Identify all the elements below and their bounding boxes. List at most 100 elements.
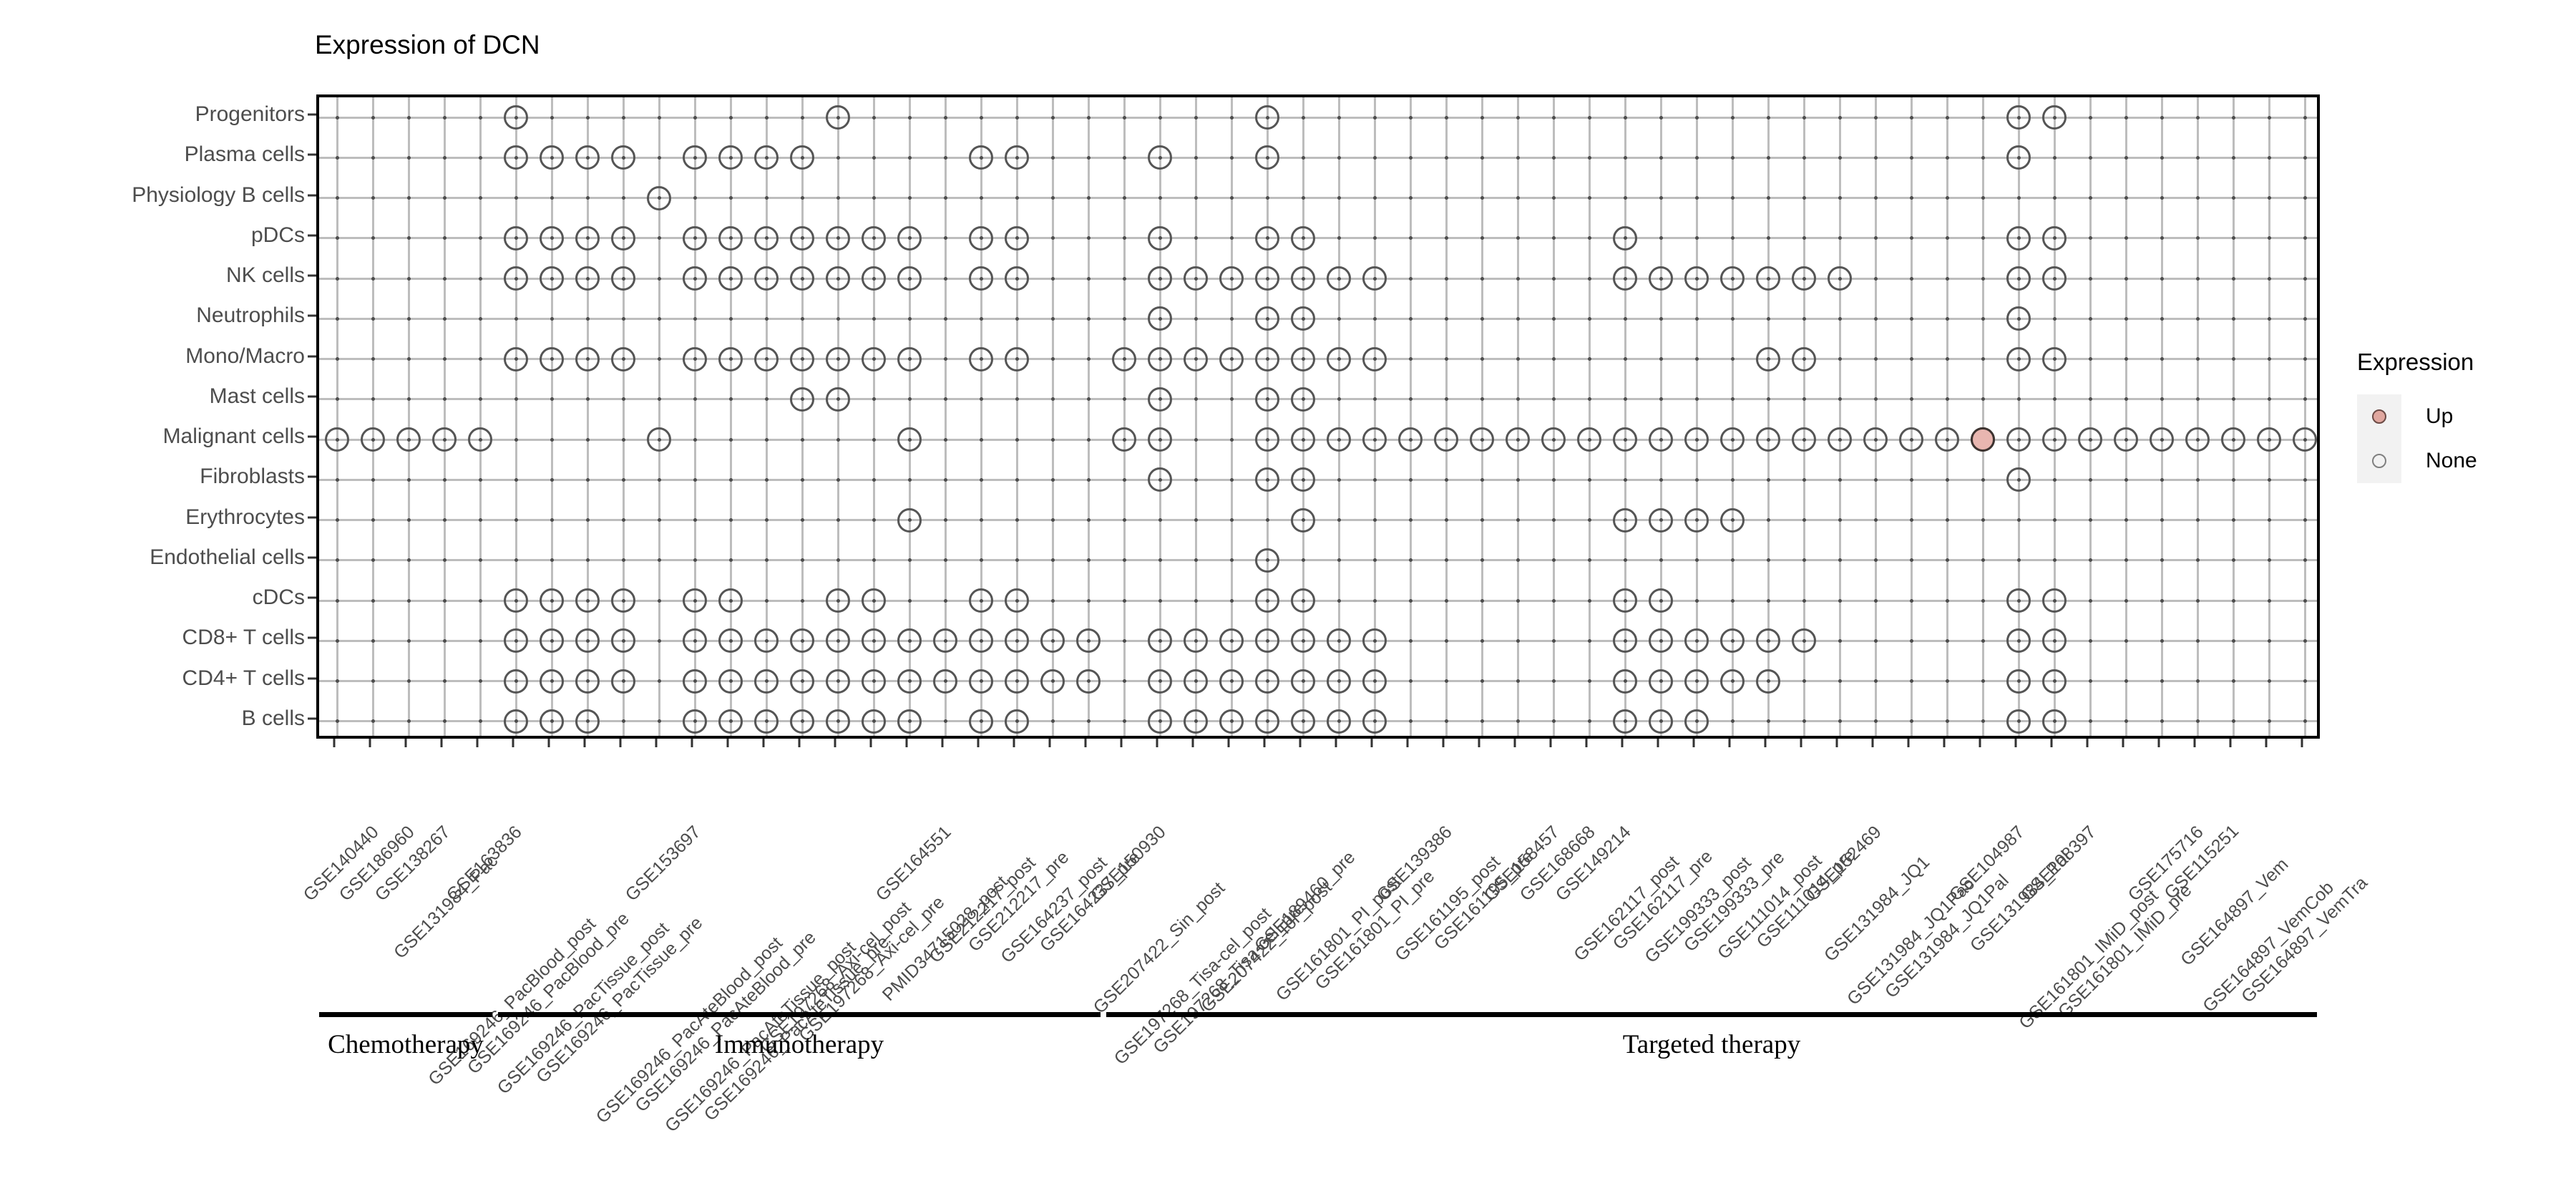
dot-none[interactable] [1255, 709, 1279, 734]
dot-none[interactable] [1184, 346, 1208, 371]
dot-none[interactable] [575, 225, 600, 251]
dot-none[interactable] [969, 225, 993, 251]
dot-none[interactable] [647, 427, 671, 452]
dot-none[interactable] [897, 346, 922, 371]
dot-none[interactable] [611, 588, 635, 613]
dot-none[interactable] [683, 225, 707, 251]
dot-none[interactable] [1255, 628, 1279, 653]
dot-none[interactable] [2042, 669, 2067, 694]
dot-none[interactable] [504, 145, 528, 170]
dot-none[interactable] [1541, 427, 1566, 452]
dot-none[interactable] [1327, 346, 1351, 371]
dot-none[interactable] [718, 628, 743, 653]
dot-none[interactable] [2114, 427, 2138, 452]
dot-none[interactable] [540, 709, 564, 734]
dot-none[interactable] [1577, 427, 1601, 452]
dot-none[interactable] [2006, 225, 2031, 251]
dot-none[interactable] [1756, 266, 1780, 291]
dot-none[interactable] [897, 669, 922, 694]
dot-none[interactable] [826, 225, 850, 251]
dot-none[interactable] [1255, 346, 1279, 371]
dot-none[interactable] [611, 145, 635, 170]
dot-none[interactable] [2221, 427, 2245, 452]
dot-none[interactable] [683, 628, 707, 653]
dot-none[interactable] [1148, 225, 1172, 251]
dot-none[interactable] [2042, 628, 2067, 653]
dot-none[interactable] [1649, 588, 1673, 613]
legend-item[interactable]: Up [2357, 394, 2477, 439]
dot-none[interactable] [1756, 346, 1780, 371]
dot-none[interactable] [2006, 427, 2031, 452]
dot-none[interactable] [2150, 427, 2174, 452]
dot-none[interactable] [2006, 709, 2031, 734]
dot-none[interactable] [683, 266, 707, 291]
dot-none[interactable] [1720, 266, 1745, 291]
dot-none[interactable] [1255, 225, 1279, 251]
dot-none[interactable] [1398, 427, 1423, 452]
dot-none[interactable] [718, 266, 743, 291]
dot-none[interactable] [2006, 306, 2031, 331]
dot-none[interactable] [1362, 266, 1387, 291]
dot-none[interactable] [683, 588, 707, 613]
dot-none[interactable] [1792, 427, 1816, 452]
dot-none[interactable] [2006, 588, 2031, 613]
dot-none[interactable] [540, 266, 564, 291]
dot-none[interactable] [1327, 669, 1351, 694]
dot-none[interactable] [897, 507, 922, 533]
dot-none[interactable] [1327, 427, 1351, 452]
dot-none[interactable] [1792, 628, 1816, 653]
dot-none[interactable] [540, 628, 564, 653]
dot-none[interactable] [1005, 266, 1029, 291]
dot-none[interactable] [1362, 346, 1387, 371]
dot-none[interactable] [1291, 346, 1315, 371]
dot-none[interactable] [1005, 709, 1029, 734]
dot-none[interactable] [540, 346, 564, 371]
dot-none[interactable] [2042, 427, 2067, 452]
dot-none[interactable] [1935, 427, 1959, 452]
dot-none[interactable] [1720, 628, 1745, 653]
dot-none[interactable] [540, 225, 564, 251]
dot-none[interactable] [790, 145, 814, 170]
dot-none[interactable] [826, 669, 850, 694]
dot-none[interactable] [1434, 427, 1458, 452]
dot-none[interactable] [2006, 669, 2031, 694]
dot-none[interactable] [1684, 628, 1709, 653]
dot-none[interactable] [1684, 669, 1709, 694]
dot-none[interactable] [1255, 427, 1279, 452]
dot-none[interactable] [1362, 427, 1387, 452]
dot-none[interactable] [1291, 427, 1315, 452]
dot-none[interactable] [718, 709, 743, 734]
dot-none[interactable] [826, 588, 850, 613]
dot-none[interactable] [897, 427, 922, 452]
dot-none[interactable] [1148, 709, 1172, 734]
dot-none[interactable] [575, 266, 600, 291]
dot-none[interactable] [1255, 387, 1279, 412]
dot-none[interactable] [790, 628, 814, 653]
dot-none[interactable] [790, 387, 814, 412]
dot-none[interactable] [2185, 427, 2210, 452]
dot-none[interactable] [1362, 709, 1387, 734]
dot-none[interactable] [1005, 669, 1029, 694]
dot-none[interactable] [1291, 669, 1315, 694]
legend-item[interactable]: None [2357, 439, 2477, 483]
dot-none[interactable] [1613, 669, 1637, 694]
dot-none[interactable] [1362, 669, 1387, 694]
dot-none[interactable] [1291, 387, 1315, 412]
dot-none[interactable] [1291, 507, 1315, 533]
dot-none[interactable] [2042, 105, 2067, 130]
dot-none[interactable] [1720, 427, 1745, 452]
dot-none[interactable] [718, 145, 743, 170]
dot-none[interactable] [2078, 427, 2102, 452]
dot-none[interactable] [575, 709, 600, 734]
dot-none[interactable] [396, 427, 421, 452]
dot-none[interactable] [1184, 709, 1208, 734]
dot-none[interactable] [1613, 266, 1637, 291]
dot-none[interactable] [611, 225, 635, 251]
dot-none[interactable] [1005, 225, 1029, 251]
dot-none[interactable] [969, 709, 993, 734]
dot-none[interactable] [790, 266, 814, 291]
dot-none[interactable] [611, 669, 635, 694]
dot-none[interactable] [2006, 628, 2031, 653]
dot-none[interactable] [1613, 507, 1637, 533]
dot-none[interactable] [1291, 709, 1315, 734]
